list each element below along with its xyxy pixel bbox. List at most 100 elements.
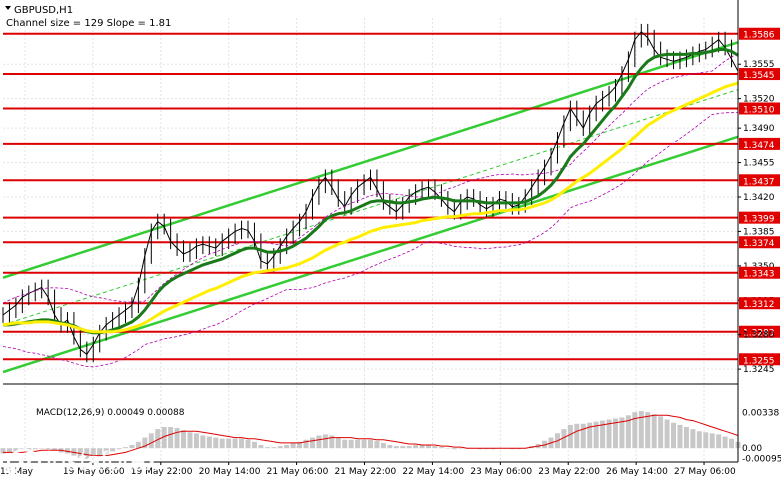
- macd-histogram-bar: [651, 414, 657, 449]
- macd-histogram-bar: [716, 434, 722, 449]
- macd-histogram-bar: [84, 448, 90, 459]
- macd-histogram-bar: [658, 416, 664, 449]
- macd-histogram-bar: [174, 428, 180, 449]
- macd-histogram-bar: [348, 439, 354, 449]
- macd-histogram-bar: [316, 435, 322, 449]
- macd-histogram-bar: [161, 426, 167, 449]
- y-tick-label: 1.3245: [743, 365, 775, 375]
- macd-histogram-bar: [625, 415, 631, 449]
- macd-histogram-bar: [309, 437, 315, 449]
- chart-subtitle: Channel size = 129 Slope = 1.81: [6, 18, 171, 29]
- macd-histogram-bar: [703, 432, 709, 449]
- macd-histogram-bar: [490, 448, 496, 450]
- macd-histogram-bar: [619, 417, 625, 449]
- macd-histogram-bar: [432, 446, 438, 449]
- y-tick-label: 1.3283: [743, 329, 775, 339]
- y-tick-label: 1.3474: [743, 141, 775, 151]
- x-tick-label: 27 May 06:00: [674, 467, 736, 477]
- macd-histogram-bar: [374, 440, 380, 449]
- macd-histogram-bar: [419, 445, 425, 449]
- macd-histogram-bar: [303, 439, 309, 449]
- level-price-tag: [739, 27, 780, 40]
- y-tick-label: 1.3520: [743, 95, 775, 105]
- macd-histogram-bar: [0, 448, 6, 454]
- grid: [3, 18, 738, 462]
- macd-histogram-bar: [574, 423, 580, 449]
- macd-histogram-bar: [671, 422, 677, 449]
- macd-histogram-bar: [239, 438, 245, 449]
- y-tick-label: 1.3586: [743, 31, 775, 41]
- macd-histogram-bar: [116, 448, 122, 450]
- y-tick-label: 1.3420: [743, 193, 775, 203]
- macd-histogram-bar: [368, 439, 373, 449]
- macd-histogram-bar: [110, 448, 116, 452]
- macd-histogram-bar: [245, 439, 251, 449]
- x-tick-label: 23 May 22:00: [538, 467, 600, 477]
- band-lower: [2, 112, 739, 368]
- macd-histogram-bar: [200, 435, 206, 449]
- band-upper: [2, 52, 739, 304]
- macd-histogram-bar: [580, 423, 586, 449]
- macd-histogram-bar: [32, 448, 38, 450]
- macd-histogram-bar: [329, 435, 335, 449]
- level-price-tag: [739, 297, 780, 310]
- macd-histogram-bar: [335, 437, 341, 449]
- y-tick-label: 1.3455: [743, 159, 775, 169]
- macd-panel: 0.00338 0.00-0.00095: [0, 408, 781, 464]
- instaforex-logo-icon: [6, 448, 42, 484]
- macd-histogram-bar: [664, 419, 670, 449]
- macd-histogram-bar: [168, 426, 174, 449]
- moving-average-slow: [2, 81, 739, 334]
- level-price-tag: [739, 174, 780, 187]
- macd-histogram-bar: [690, 429, 696, 449]
- macd-histogram-bar: [103, 448, 109, 454]
- macd-histogram-bar: [709, 433, 715, 449]
- macd-histogram-bar: [484, 448, 490, 450]
- macd-histogram-bar: [380, 442, 386, 449]
- y-tick-label: 1.3510: [743, 105, 775, 115]
- macd-histogram-bar: [387, 445, 393, 449]
- level-price-tag: [739, 68, 780, 81]
- y-tick-label: 1.3490: [743, 124, 775, 134]
- macd-y-tick-label: 0.00338: [742, 408, 779, 418]
- macd-histogram-bar: [251, 441, 257, 449]
- macd-y-tick-label: -0.00095: [742, 454, 781, 464]
- macd-histogram-bar: [683, 426, 689, 449]
- watermark-tagline: Instant Forex Trading: [47, 474, 151, 486]
- macd-histogram-bar: [213, 437, 219, 449]
- macd-histogram-bar: [632, 412, 638, 449]
- macd-histogram-bar: [729, 438, 735, 449]
- macd-histogram-bar: [413, 445, 419, 449]
- macd-histogram-bar: [271, 447, 277, 449]
- level-price-tag: [739, 236, 780, 249]
- macd-histogram-bar: [52, 448, 58, 451]
- macd-histogram-bar: [232, 438, 238, 449]
- macd-histogram-bar: [206, 436, 212, 449]
- y-tick-label: 1.3374: [743, 239, 775, 249]
- macd-histogram-bar: [406, 446, 412, 449]
- trend-channel: [2, 41, 739, 374]
- macd-histogram-bar: [123, 447, 128, 449]
- macd-histogram-bar: [509, 448, 515, 450]
- y-tick-label: 1.3555: [743, 60, 775, 70]
- y-tick-label: 1.3280: [743, 331, 775, 341]
- macd-histogram-bar: [148, 433, 154, 449]
- macd-histogram-bar: [181, 430, 187, 449]
- level-price-tag: [739, 266, 780, 279]
- macd-histogram-bar: [264, 447, 270, 449]
- macd-histogram-bar: [458, 448, 464, 449]
- macd-histogram-bar: [355, 439, 361, 449]
- macd-histogram-bar: [187, 432, 193, 449]
- channel-midline: [2, 89, 739, 326]
- y-tick-label: 1.3255: [743, 356, 775, 366]
- level-price-tag: [739, 137, 780, 150]
- macd-histogram-bar: [696, 431, 702, 449]
- macd-histogram-bar: [600, 420, 606, 449]
- y-tick-label: 1.3399: [743, 215, 775, 225]
- macd-histogram-bar: [342, 439, 348, 449]
- x-tick-label: 22 May 14:00: [402, 467, 464, 477]
- macd-histogram-bar: [638, 411, 644, 449]
- y-tick-label: 1.3343: [743, 270, 775, 280]
